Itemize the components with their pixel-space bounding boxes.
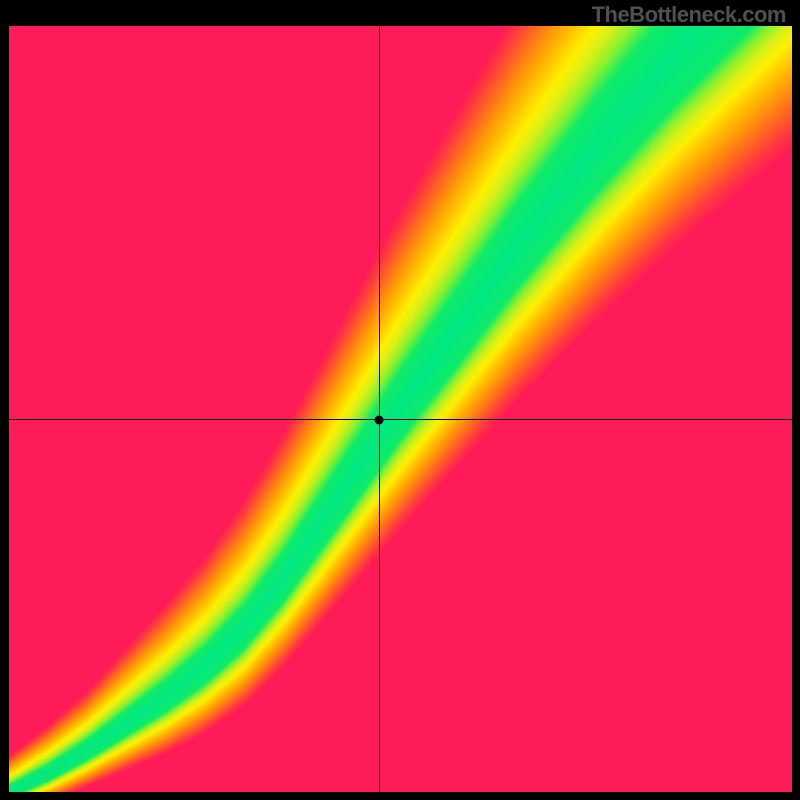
heatmap-plot xyxy=(9,26,792,792)
data-point-marker xyxy=(375,415,384,424)
crosshair-horizontal xyxy=(9,419,792,420)
crosshair-vertical xyxy=(379,26,380,792)
watermark-text: TheBottleneck.com xyxy=(592,2,786,28)
heatmap-canvas xyxy=(9,26,792,792)
